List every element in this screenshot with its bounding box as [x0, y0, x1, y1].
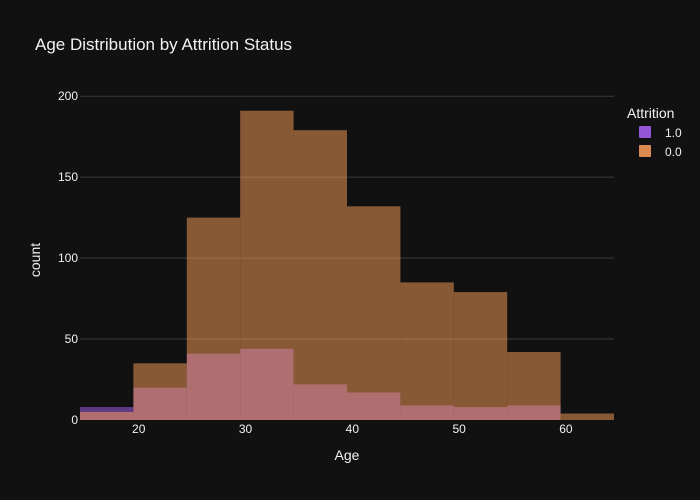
- x-axis-label: Age: [335, 447, 360, 463]
- histogram-bar: [507, 352, 561, 420]
- x-tick-label: 40: [346, 422, 360, 436]
- x-tick-label: 20: [132, 422, 146, 436]
- legend: Attrition 1.0 0.0: [627, 105, 682, 159]
- histogram-bar: [347, 206, 401, 420]
- histogram-bar: [133, 363, 187, 420]
- legend-swatch: [639, 145, 651, 157]
- legend-item-1[interactable]: 1.0: [639, 126, 682, 140]
- y-tick-label: 100: [58, 251, 78, 265]
- legend-label: 1.0: [665, 126, 682, 140]
- legend-title: Attrition: [627, 105, 674, 121]
- histogram-bars: [80, 110, 614, 420]
- histogram-bar: [240, 110, 294, 420]
- y-axis-label: count: [27, 243, 43, 277]
- histogram-bar: [186, 217, 241, 420]
- histogram-bar: [453, 292, 508, 420]
- axis-ticks: 0 50 100 150 200 20 30 40 50 60: [58, 89, 573, 436]
- histogram-bar: [560, 413, 614, 420]
- x-tick-label: 50: [452, 422, 466, 436]
- legend-item-0[interactable]: 0.0: [639, 145, 682, 159]
- y-tick-label: 50: [65, 332, 79, 346]
- legend-swatch: [639, 126, 651, 138]
- histogram-bar: [400, 282, 454, 420]
- y-tick-label: 200: [58, 89, 78, 103]
- histogram-bar: [293, 130, 347, 420]
- histogram-bar: [80, 411, 134, 420]
- x-tick-label: 60: [559, 422, 573, 436]
- series-0.0: [80, 110, 614, 420]
- y-tick-label: 150: [58, 170, 78, 184]
- chart-title: Age Distribution by Attrition Status: [35, 35, 292, 54]
- x-tick-label: 30: [239, 422, 253, 436]
- y-tick-label: 0: [71, 413, 78, 427]
- legend-label: 0.0: [665, 145, 682, 159]
